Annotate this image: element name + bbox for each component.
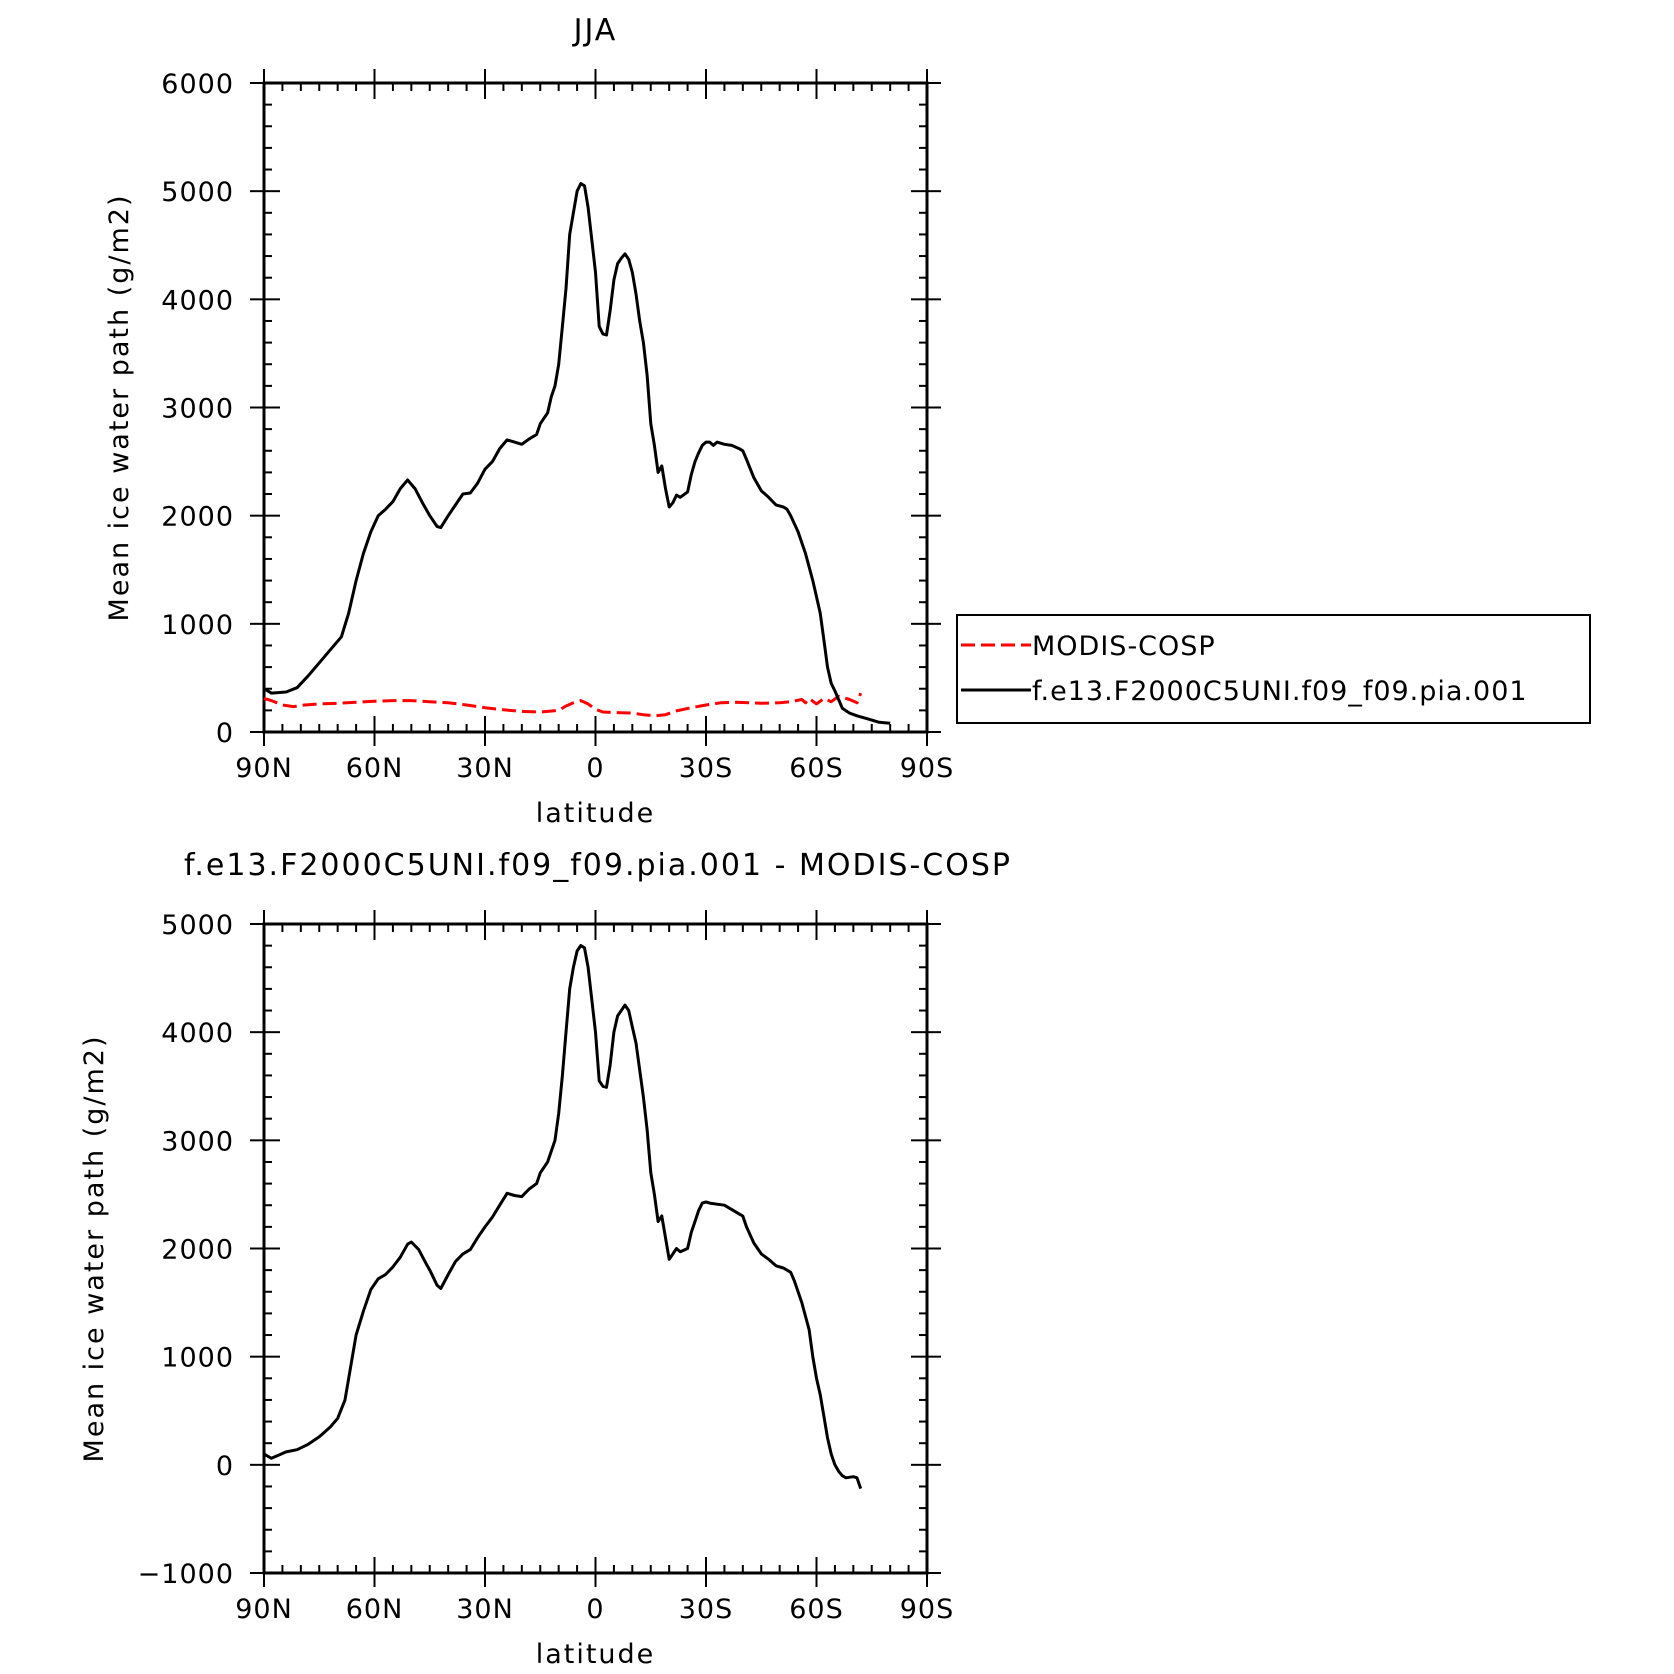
y-tick-label: 1000 [161,610,234,641]
y-axis-label: Mean ice water path (g/m2) [104,194,135,622]
y-tick-label: 6000 [161,69,234,100]
x-tick-label: 0 [586,1594,604,1625]
y-tick-label: 3000 [161,1126,234,1157]
y-tick-label: 0 [216,718,234,749]
x-tick-label: 90S [900,753,955,784]
y-tick-label: 0 [216,1451,234,1482]
legend: MODIS-COSP f.e13.F2000C5UNI.f09_f09.pia.0… [956,614,1591,724]
y-tick-label: −1000 [138,1559,234,1590]
x-axis-label: latitude [536,798,656,829]
x-tick-label: 30S [679,1594,734,1625]
x-tick-label: 30S [679,753,734,784]
x-tick-label: 90S [900,1594,955,1625]
x-tick-label: 90N [235,1594,293,1625]
series-line-model [263,182,891,725]
x-tick-label: 90N [235,753,293,784]
y-tick-label: 2000 [161,1235,234,1266]
x-tick-label: 60S [789,1594,844,1625]
x-tick-label: 0 [586,753,604,784]
x-tick-label: 60S [789,753,844,784]
x-tick-label: 30N [456,1594,514,1625]
plot-title: f.e13.F2000C5UNI.f09_f09.pia.001 - MODIS… [184,848,1012,883]
x-tick-label: 30N [456,753,514,784]
legend-label: MODIS-COSP [1032,631,1216,662]
y-tick-label: 1000 [161,1343,234,1374]
y-tick-label: 4000 [161,1018,234,1049]
x-tick-label: 60N [346,1594,404,1625]
y-tick-label: 4000 [161,285,234,316]
legend-box [956,614,1591,724]
y-tick-label: 3000 [161,394,234,425]
bottom-plot-difference: f.e13.F2000C5UNI.f09_f09.pia.001 - MODIS… [79,848,1012,1670]
legend-label: f.e13.F2000C5UNI.f09_f09.pia.001 [1032,676,1528,707]
x-tick-label: 60N [346,753,404,784]
series-line-modis-cosp [263,692,863,718]
y-axis-label: Mean ice water path (g/m2) [79,1035,110,1463]
x-axis-label: latitude [536,1639,656,1670]
y-tick-label: 5000 [161,177,234,208]
plot-title: JJA [572,13,618,48]
plot-frame [262,81,929,734]
y-tick-label: 5000 [161,910,234,941]
top-plot-jja: JJA 90N 60N 30N 0 30S 60S 90S 0 1000 2000 3000 4000 5… [104,13,955,829]
y-tick-label: 2000 [161,502,234,533]
series-line-model [263,944,863,1490]
